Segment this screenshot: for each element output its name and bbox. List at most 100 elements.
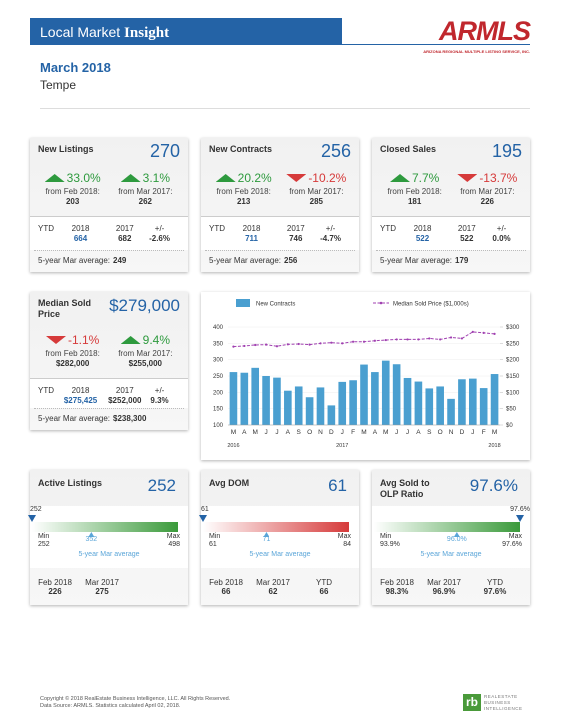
ytd-value: $252,000 (108, 396, 142, 405)
footer-logo-text: REALESTATE BUSINESS INTELLIGENCE (484, 694, 523, 711)
x-tick-label: O (438, 429, 443, 436)
ytd-value: $275,425 (63, 396, 98, 405)
gauge-max-label: Max (508, 533, 522, 540)
x-tick-label: N (449, 429, 454, 436)
gauge-current-label: 97.6% (510, 506, 530, 513)
change-label: from Feb 2018: (45, 187, 100, 196)
line-point (243, 344, 246, 348)
gauge-max-label: Max (166, 533, 180, 540)
line-point (352, 340, 355, 343)
line-point (373, 339, 376, 342)
period-label: Mar 2017 (85, 578, 119, 587)
line-point (493, 332, 496, 335)
logo-subtitle: ARIZONA REGIONAL MULTIPLE LISTING SERVIC… (423, 49, 530, 54)
bar (327, 405, 336, 425)
line-point (286, 343, 289, 346)
divider (30, 378, 188, 379)
line-point (232, 345, 235, 348)
gauge-average-label: 5-year Mar average (420, 551, 482, 558)
change-base: 226 (480, 197, 494, 206)
header-rule (342, 44, 530, 45)
card-title: Median Sold Price (38, 298, 92, 319)
gauge-area (201, 506, 359, 568)
x-tick-label: A (416, 429, 421, 436)
gauge-max-value: 84 (343, 541, 351, 548)
bar (479, 388, 488, 425)
y2-tick-label: $50 (506, 407, 517, 413)
logo: ARMLS (439, 16, 531, 46)
header-title-bold: Insight (124, 25, 170, 41)
year-label: 2017 (336, 443, 348, 449)
y2-tick-label: $200 (506, 358, 520, 364)
divider (372, 216, 530, 217)
line-point (254, 343, 257, 347)
period-value: 275 (95, 587, 109, 596)
gauge-average-label: 5-year Mar average (78, 551, 140, 558)
average-label: 5-year Mar average: (38, 414, 111, 423)
period-value: 66 (319, 587, 329, 596)
header-bar: Local Market Insight (30, 18, 342, 45)
x-tick-label: J (406, 429, 409, 436)
change-percent: -10.2% (308, 171, 347, 185)
gauge-min-value: 252 (38, 541, 50, 548)
ytd-header: +/- (154, 224, 165, 233)
change: 3.1% (100, 171, 190, 185)
line-point (482, 331, 485, 334)
gauge-bar (203, 522, 349, 532)
bar (458, 379, 466, 425)
line-point (319, 342, 322, 345)
gauge-current-label: 61 (201, 506, 209, 513)
change: -13.7% (442, 171, 532, 185)
ytd-value: -4.7% (320, 234, 341, 243)
chart: 100 150 200 250 300 350 400 $0 $50 $100 $150 $200 $2… (213, 299, 520, 449)
period-label: Feb 2018 (38, 578, 72, 587)
change-percent: 9.4% (142, 333, 170, 347)
change-arrow (44, 174, 65, 182)
line-point (406, 338, 409, 341)
gauge-average-marker (453, 532, 460, 537)
period-value: 97.6% (483, 587, 507, 596)
average-value: $238,300 (113, 414, 147, 423)
card-title: Avg DOM (209, 478, 250, 488)
gauge-average-value: 352 (85, 536, 98, 543)
x-tick-label: F (482, 429, 486, 436)
area: Tempe (40, 78, 77, 92)
y-tick-label: 400 (213, 325, 224, 331)
stat-card: New Listings 270 33.0% from Feb 2018: 203 3.1… (30, 138, 188, 272)
card-value: 270 (149, 141, 180, 161)
gauge-min-value: 93.9% (380, 541, 400, 548)
change: -10.2% (271, 171, 361, 185)
ytd-header: 2018 (71, 386, 90, 395)
line-point (308, 343, 311, 346)
header-title-plain: Local Market (40, 24, 121, 40)
x-tick-label: S (427, 429, 432, 436)
line-point (297, 342, 300, 346)
card-value: 97.6% (469, 476, 518, 495)
change-label: from Feb 2018: (387, 187, 442, 196)
x-tick-label: M (383, 429, 388, 436)
gauge-average-marker (263, 532, 270, 537)
bar (240, 372, 249, 425)
bar (381, 360, 390, 425)
bar (403, 377, 412, 425)
bar (371, 372, 379, 425)
y-tick-label: 200 (213, 390, 224, 396)
change-arrow (286, 174, 307, 182)
gauge-card: Active Listings 252 252 352 Min 252 Max 498 5-ye… (28, 470, 188, 605)
legend-label: Median Sold Price ($1,000s) (393, 302, 469, 308)
ytd-value: 522 (415, 234, 430, 243)
x-tick-label: J (275, 429, 278, 436)
line-point (428, 337, 431, 340)
average: 5-year Mar average: 249 (38, 256, 126, 265)
ytd-header: +/- (496, 224, 507, 233)
bar (262, 376, 270, 425)
average: 5-year Mar average: 256 (209, 256, 297, 265)
gauge-area (30, 506, 188, 568)
gauge-min-label: Min (380, 533, 392, 540)
line-point (384, 338, 387, 342)
card-value: 195 (491, 141, 522, 161)
footer-logo: rb (463, 694, 481, 711)
gauge-current-marker (28, 515, 36, 522)
bar (490, 374, 499, 425)
